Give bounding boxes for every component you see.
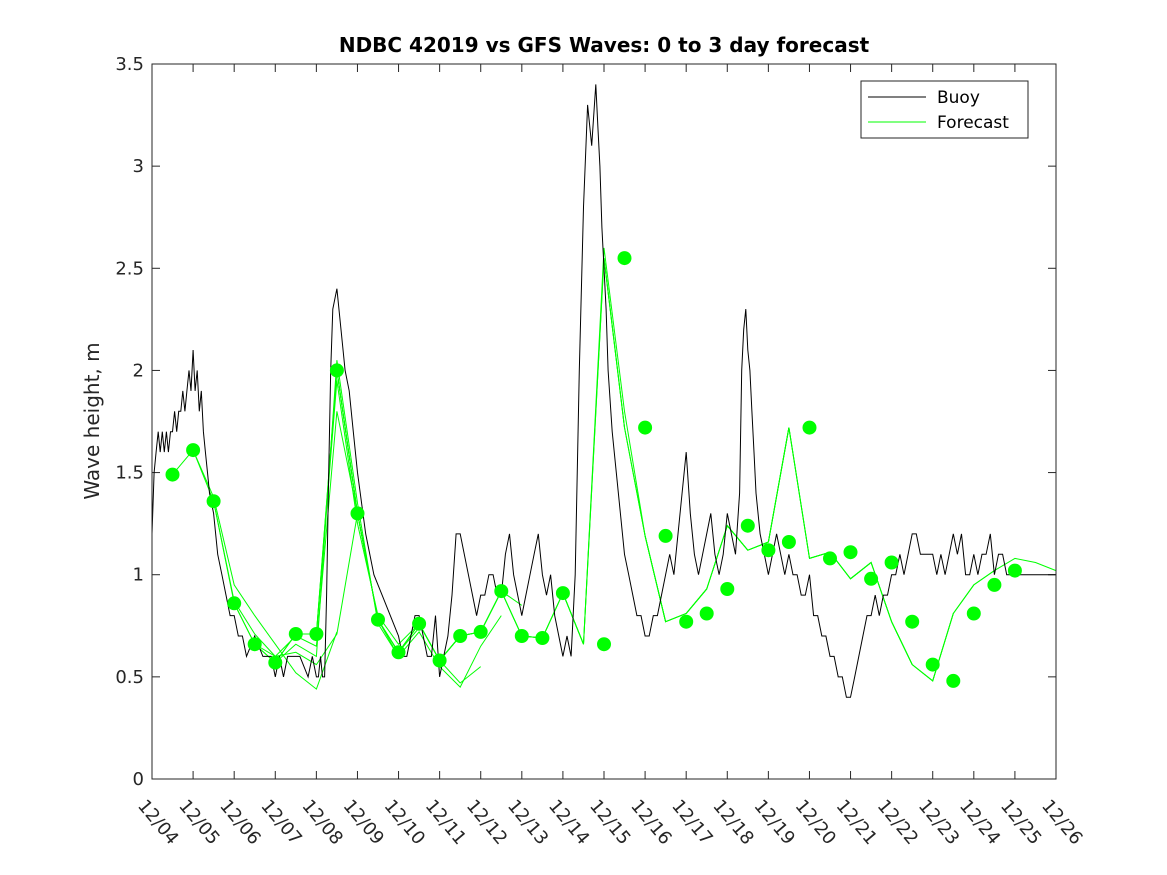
forecast-marker <box>843 545 858 560</box>
forecast-marker <box>987 577 1002 592</box>
y-tick-label: 3.5 <box>115 54 144 75</box>
forecast-series-line <box>891 557 1057 682</box>
data-layer <box>151 84 1057 698</box>
forecast-marker <box>802 420 817 435</box>
forecast-marker <box>247 637 262 652</box>
forecast-marker <box>597 637 611 652</box>
forecast-marker <box>268 655 283 670</box>
forecast-marker <box>412 616 427 631</box>
y-tick-label: 2 <box>133 360 144 381</box>
forecast-marker <box>946 673 961 688</box>
chart-title: NDBC 42019 vs GFS Waves: 0 to 3 day fore… <box>339 33 870 57</box>
forecast-marker <box>309 627 324 641</box>
buoy-series-line <box>151 84 1056 698</box>
forecast-marker <box>823 551 837 566</box>
forecast-marker <box>391 645 406 660</box>
plot-area <box>152 64 1056 779</box>
forecast-marker <box>453 629 468 643</box>
forecast-marker <box>329 363 344 378</box>
forecast-marker <box>884 555 899 570</box>
forecast-marker <box>350 506 365 521</box>
forecast-marker <box>514 629 529 643</box>
forecast-marker <box>617 251 632 266</box>
forecast-series-line <box>192 449 338 690</box>
forecast-marker <box>473 624 488 639</box>
legend-label-forecast: Forecast <box>937 113 1009 133</box>
y-tick-label: 0 <box>133 769 144 790</box>
y-tick-label: 0.5 <box>115 667 144 688</box>
forecast-marker <box>720 582 735 596</box>
forecast-marker <box>535 631 550 645</box>
y-tick-label: 1 <box>133 565 144 586</box>
forecast-marker <box>740 518 755 533</box>
y-tick-label: 3 <box>133 156 144 177</box>
forecast-marker <box>864 571 879 586</box>
forecast-marker <box>494 584 509 599</box>
legend-label-buoy: Buoy <box>937 88 980 108</box>
forecast-marker <box>966 606 981 621</box>
forecast-marker <box>186 443 201 458</box>
forecast-marker <box>781 535 796 549</box>
legend-box <box>860 80 1029 139</box>
forecast-marker <box>165 467 180 482</box>
forecast-marker <box>679 614 694 629</box>
y-tick-label: 2.5 <box>115 258 144 279</box>
forecast-marker <box>1007 563 1022 578</box>
forecast-marker <box>925 657 940 672</box>
forecast-marker <box>699 606 714 621</box>
y-axis-label: Wave height, m <box>80 342 104 499</box>
forecast-marker <box>432 653 447 668</box>
forecast-marker <box>658 528 673 543</box>
forecast-marker <box>371 612 385 627</box>
forecast-marker <box>227 596 242 611</box>
forecast-marker <box>761 543 776 558</box>
forecast-marker <box>555 586 570 601</box>
forecast-marker <box>905 614 920 629</box>
forecast-marker <box>206 494 221 509</box>
forecast-marker <box>638 420 653 435</box>
legend: Buoy Forecast <box>860 80 1029 139</box>
forecast-marker <box>288 627 303 641</box>
axes-frame <box>151 63 1057 780</box>
y-tick-label: 1.5 <box>115 463 144 484</box>
